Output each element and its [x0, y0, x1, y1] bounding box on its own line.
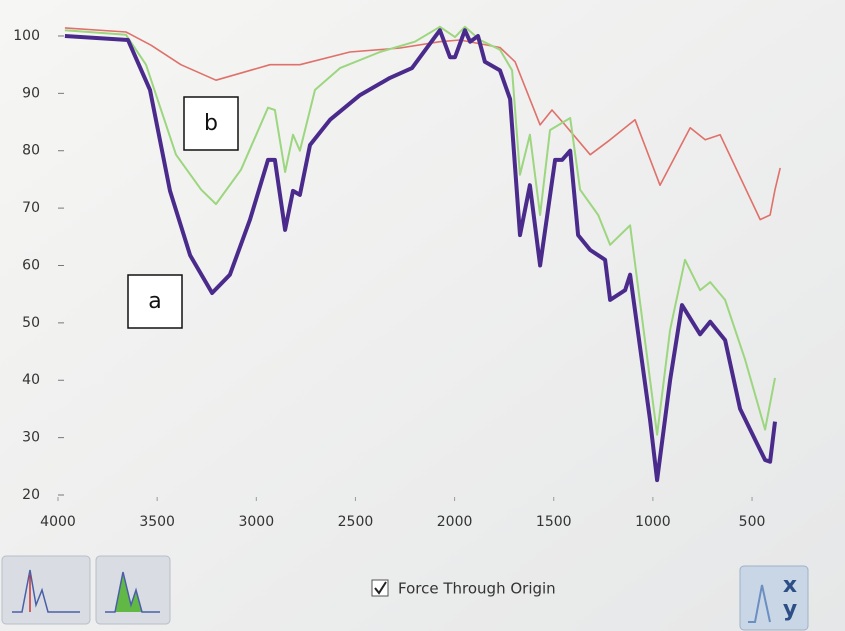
- y-tick-label: 20: [22, 487, 40, 503]
- screen: 20 30 40 50 60 70 80 90 100 4000 3500 3000 2500 2000 1…: [0, 0, 845, 631]
- y-tick-label: 70: [22, 200, 40, 216]
- y-tick-label: 40: [22, 372, 40, 388]
- x-tick-label: 4000: [40, 514, 76, 530]
- xy-label[interactable]: x: [783, 573, 797, 598]
- y-tick-label: 90: [22, 85, 40, 101]
- x-tick-label: 1000: [635, 514, 671, 530]
- checkbox-label[interactable]: Force Through Origin: [398, 580, 556, 598]
- annotation: a: [148, 289, 161, 314]
- xy-button[interactable]: x y: [740, 566, 808, 630]
- area-button[interactable]: [96, 556, 170, 624]
- background: [0, 0, 845, 631]
- y-tick-label: 80: [22, 143, 40, 159]
- x-tick-label: 3000: [238, 514, 274, 530]
- x-tick-label: 2500: [338, 514, 374, 530]
- xy-label[interactable]: y: [783, 597, 797, 622]
- x-tick-label: 1500: [536, 514, 572, 530]
- x-tick-label: 2000: [437, 514, 473, 530]
- y-tick-label: 50: [22, 315, 40, 331]
- y-tick-label: 30: [22, 430, 40, 446]
- annotation: b: [204, 111, 218, 136]
- peak-button[interactable]: [2, 556, 90, 624]
- x-tick-label: 500: [739, 514, 766, 530]
- x-tick-label: 3500: [139, 514, 175, 530]
- y-tick-label: 60: [22, 257, 40, 273]
- y-tick-label: 100: [13, 28, 40, 44]
